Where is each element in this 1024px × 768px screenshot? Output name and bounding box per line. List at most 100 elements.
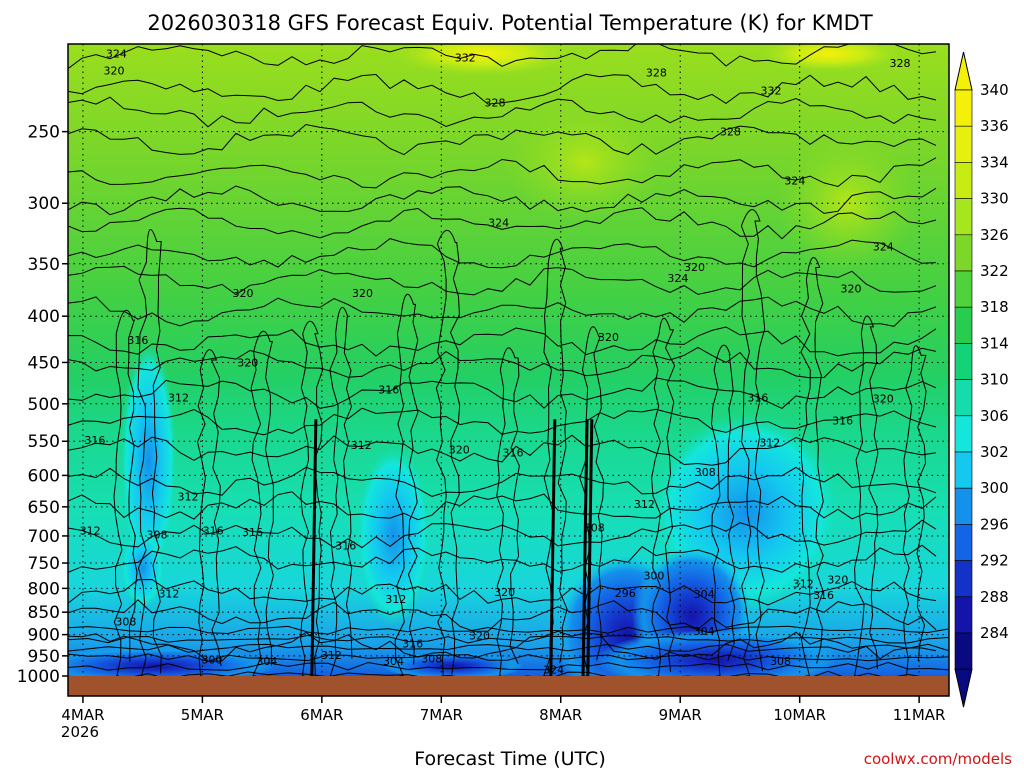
contour-label: 312 [793,577,814,590]
contour-label: 320 [841,283,862,296]
contour-line [68,544,937,573]
contour-label: 320 [352,287,373,300]
y-tick-label: 750 [28,554,60,574]
contour-label: 328 [890,57,911,70]
contour-line [68,578,937,606]
y-tick-label: 450 [28,353,60,373]
contour-label: 308 [584,521,605,534]
contour-line [68,326,937,357]
contour-label: 308 [146,528,167,541]
field-shading-blob [777,133,918,274]
contour-line-surface [68,661,949,671]
contour-line [68,296,937,327]
contour-label: 300 [201,654,222,667]
colorbar-segment [954,162,973,199]
colorbar-segment [954,451,973,489]
y-tick-label: 900 [28,626,60,646]
contour-labels: 3243203323283283323283283243243203243243… [80,48,911,677]
y-tick-label: 1000 [17,667,60,687]
field-shading-blob [596,629,837,676]
frontal-contour [581,419,589,676]
contour-label: 312 [351,439,372,452]
contour-label: 328 [646,66,667,79]
contour-label: 316 [747,391,768,404]
contour-plume [435,229,461,676]
contour-line [68,157,937,189]
contour-label: 312 [634,498,655,511]
colorbar-segment [954,524,973,561]
field-shading-blob [504,101,665,222]
contour-line [68,185,937,216]
contour-line [68,466,937,497]
contour-label: 320 [233,287,254,300]
x-tick-label: 10MAR [773,706,826,724]
x-axis: 4MAR 5MAR 6MAR 7MAR 8MAR 9MAR 10MAR 11MAR 2026 [61,696,946,741]
y-tick-label: 350 [28,255,60,275]
contour-label: 316 [502,446,523,459]
contour-line [68,44,937,70]
contour-line-surface [68,653,949,662]
contour-label: 324 [784,174,805,187]
colorbar-segment [954,234,973,272]
contour-plume [902,345,927,676]
ground-surface [68,676,949,696]
x-tick-label: 8MAR [539,706,582,724]
contour-line [68,207,937,240]
contour-plume [800,257,824,676]
contour-plume [740,209,766,676]
contour-label: 328 [485,96,506,109]
field-shading-blob [120,342,177,583]
y-tick-label: 500 [28,395,60,415]
y-tick-label: 800 [28,579,60,599]
field-shading-blob [759,44,900,72]
contour-label: 308 [770,655,791,668]
contour-plume [394,293,419,676]
field-shading-blob [120,528,165,609]
colorbar: 340 336 334 330 326 322 318 314 310 306 302 300 296 2… [954,51,1009,708]
contour-label: 304 [694,588,715,601]
contour-plume [496,347,520,676]
contour-plume [113,309,138,676]
contour-label: 308 [421,653,442,666]
contour-label: 320 [494,586,515,599]
contour-plume [651,317,676,676]
x-tick-label: 11MAR [893,706,946,724]
contour-label: 320 [449,444,470,457]
colorbar-label: 300 [980,479,1009,497]
contour-label: 328 [720,126,741,139]
contour-label: 312 [321,649,342,662]
contour-label: 304 [256,655,277,668]
colorbar-segment [954,415,973,453]
y-tick-label: 300 [28,194,60,214]
colorbar-label: 334 [980,153,1009,171]
contour-label: 316 [335,539,356,552]
colorbar-label: 340 [980,81,1009,99]
contour-label: 332 [761,84,782,97]
contour-label: 316 [242,526,263,539]
contour-label: 324 [667,272,688,285]
contour-line [68,96,937,128]
contour-plume [300,320,324,676]
y-tick-label: 700 [28,527,60,547]
contour-label: 316 [813,589,834,602]
contour-label: 312 [385,593,406,606]
x-tick-label: 6MAR [300,706,343,724]
contour-label: 316 [127,334,148,347]
contour-label: 296 [615,587,636,600]
field-background [68,44,949,676]
colorbar-segment [954,487,973,525]
contour-label: 312 [759,437,780,450]
colorbar-label: 336 [980,117,1009,135]
colorbar-label: 284 [980,624,1009,642]
contour-label: 320 [598,331,619,344]
y-tick-label: 250 [28,123,60,143]
contour-label: 312 [158,588,179,601]
contour-line [68,265,937,296]
colorbar-segment [954,89,973,127]
y-tick-label: 850 [28,603,60,623]
colorbar-label: 296 [980,515,1009,533]
contour-label: 308 [695,466,716,479]
contour-label: 304 [383,655,404,668]
contour-label: 324 [543,664,564,677]
dotted-gridlines [68,44,949,676]
